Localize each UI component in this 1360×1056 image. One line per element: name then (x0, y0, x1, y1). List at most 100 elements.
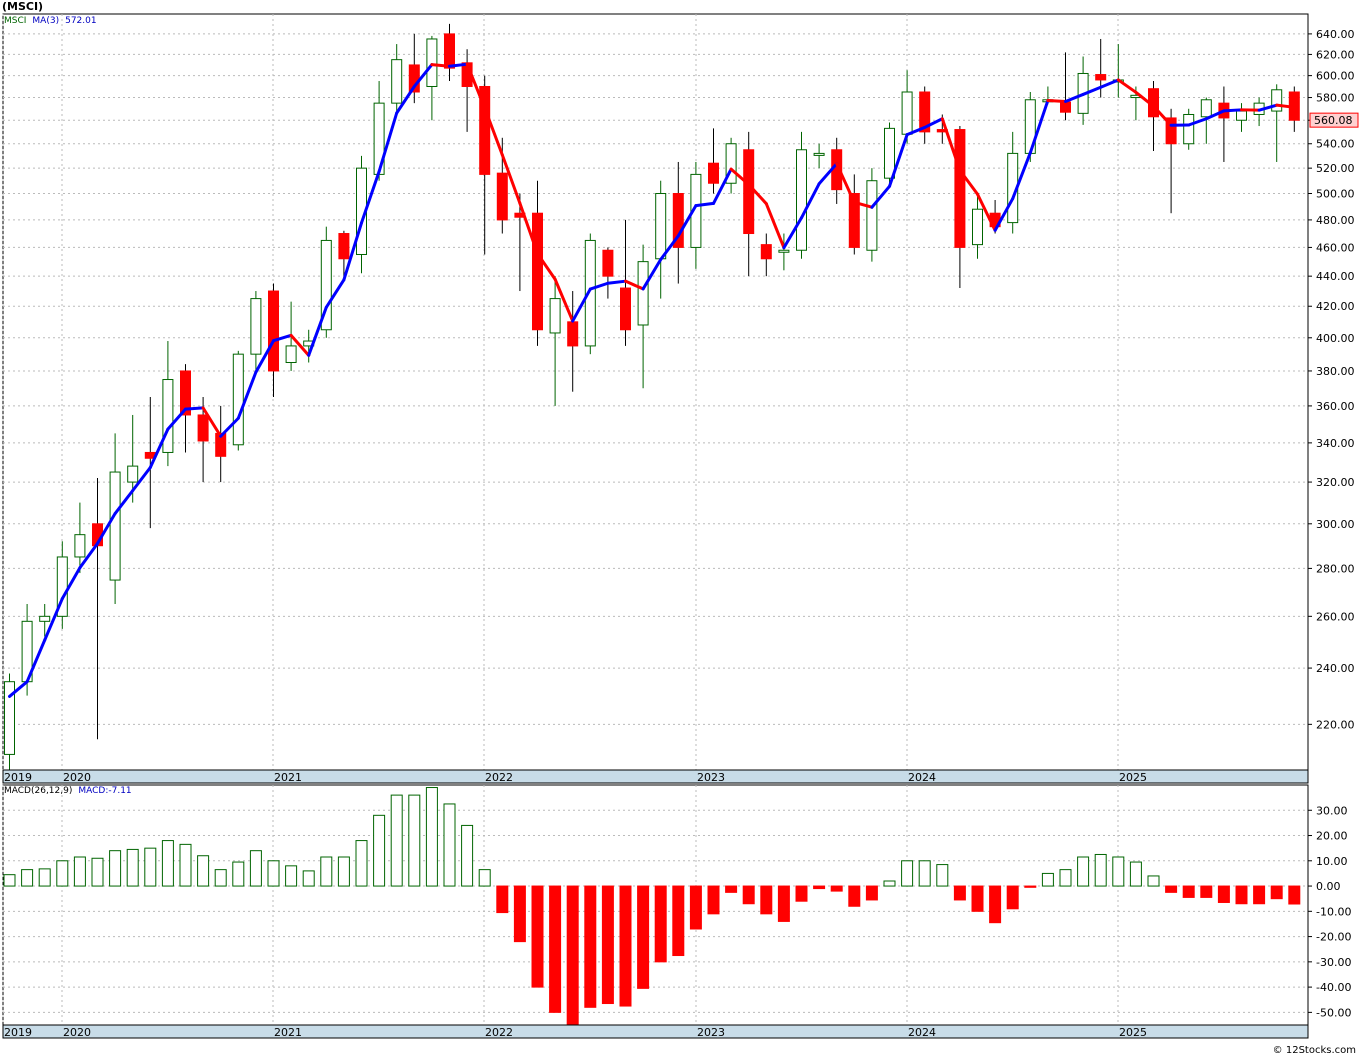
ma-segment (1046, 98, 1067, 103)
candle (320, 226, 332, 338)
candle (56, 541, 68, 629)
macd-bar (1059, 869, 1072, 887)
macd-bar (777, 885, 790, 922)
macd-bar (461, 824, 474, 887)
candle-body (479, 85, 491, 175)
ma-segment (166, 407, 187, 431)
candle (760, 233, 772, 277)
macd-bar (1006, 885, 1019, 910)
macd-bar (91, 857, 104, 887)
macd-bar (478, 869, 491, 887)
price-tick-label: 580.00 (1316, 92, 1355, 105)
price-tick-label: 600.00 (1316, 70, 1355, 83)
candle-body (250, 298, 262, 355)
candle (602, 247, 614, 299)
ma-segment (448, 62, 469, 68)
macd-bar (197, 855, 210, 887)
ma-segment (8, 680, 29, 698)
macd-bar (848, 885, 861, 907)
candle (127, 414, 139, 503)
last-price-box (1309, 112, 1359, 128)
candle-body (1060, 101, 1071, 113)
candle-body (690, 173, 702, 248)
macd-date-band (2, 1024, 1309, 1039)
candle-body (672, 193, 684, 248)
ma-segment (1028, 98, 1050, 155)
macd-bar (637, 885, 650, 989)
candle (584, 233, 596, 355)
ma-segment (571, 287, 592, 323)
ma-segment (764, 202, 786, 250)
ma-segment (25, 638, 47, 684)
candle (39, 604, 51, 637)
macd-bar (654, 885, 667, 963)
candle (866, 168, 878, 262)
candle-body (444, 33, 455, 69)
ma-segment (324, 278, 346, 309)
candle-body (1095, 74, 1107, 81)
candle-body (1183, 113, 1195, 145)
ma-segment (1064, 92, 1085, 103)
candle-body (602, 249, 614, 277)
candle (954, 126, 966, 289)
candle (813, 143, 825, 169)
ma-segment (465, 62, 487, 110)
candle-body (584, 239, 596, 347)
macd-bar (1165, 885, 1178, 893)
price-tick-label: 460.00 (1316, 241, 1355, 254)
ma-segment (747, 183, 768, 206)
candle-body (549, 298, 561, 334)
ma-segment (993, 197, 1015, 232)
macd-bar (830, 885, 843, 892)
candle (250, 291, 262, 371)
candle (620, 219, 631, 346)
macd-bar (214, 869, 227, 887)
ma-segment (236, 370, 258, 420)
candle-body (620, 287, 631, 331)
candle-body (268, 290, 279, 372)
ma-segment (905, 125, 927, 137)
ma-segment (43, 597, 64, 642)
ma-segment (272, 333, 293, 343)
macd-bar (971, 885, 984, 912)
price-tick-label: 400.00 (1316, 332, 1355, 345)
macd-bar (3, 874, 16, 887)
ma-segment (1222, 108, 1243, 113)
candle-body (972, 208, 983, 246)
candle (972, 193, 983, 259)
last-price-label: 560.08 (1314, 114, 1353, 127)
candle-body (954, 129, 966, 248)
ma-value: 572.01 (65, 16, 97, 26)
ma-segment (1187, 117, 1208, 127)
macd-bar (742, 885, 755, 905)
candle-body (778, 249, 790, 253)
macd-bar (73, 856, 86, 887)
ma-segment (289, 333, 311, 357)
macd-tick-label: -30.00 (1316, 956, 1351, 969)
ma-segment (641, 257, 663, 291)
macd-bar (373, 814, 386, 887)
ma-segment (852, 200, 874, 209)
candle (532, 180, 543, 346)
macd-bar (443, 803, 456, 887)
candle (109, 433, 121, 605)
candle-body (391, 59, 403, 104)
macd-year-label: 2025 (1119, 1026, 1147, 1039)
candle-body (919, 91, 931, 133)
candle-body (338, 233, 350, 260)
macd-bar (865, 885, 878, 901)
ma-segment (624, 279, 645, 291)
candle-body (1165, 117, 1177, 145)
price-axis: 220.00 240.00 260.00 280.00 300.00 320.00 340.… (1308, 28, 1355, 731)
candle (778, 233, 790, 271)
ma-segment (430, 63, 451, 68)
ma-segment (1257, 103, 1279, 112)
price-grid (2, 13, 1309, 771)
macd-bar (232, 861, 245, 887)
macd-bar (1147, 875, 1160, 887)
macd-tick-label: 10.00 (1316, 855, 1348, 868)
candle (1271, 84, 1283, 162)
candle-body (708, 162, 719, 184)
macd-bar (918, 860, 931, 887)
